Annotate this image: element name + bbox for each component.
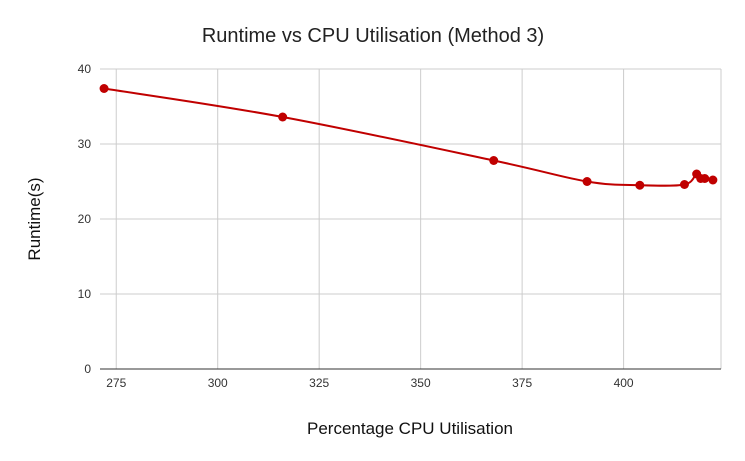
data-point — [582, 177, 592, 186]
x-tick-label: 325 — [309, 376, 329, 390]
x-tick-label: 375 — [512, 376, 532, 390]
tick-labels: 0 10 20 30 40 275 300 325 350 375 400 — [78, 62, 634, 390]
y-tick-label: 20 — [78, 212, 92, 226]
y-tick-label: 0 — [84, 362, 91, 376]
data-point — [278, 112, 288, 122]
y-tick-label: 40 — [78, 62, 92, 76]
x-tick-label: 350 — [411, 376, 431, 390]
x-tick-label: 275 — [106, 376, 126, 390]
x-axis-title: Percentage CPU Utilisation — [307, 419, 513, 438]
x-tick-label: 300 — [208, 376, 228, 390]
y-axis-title: Runtime(s) — [25, 177, 44, 260]
y-tick-label: 10 — [78, 287, 92, 301]
data-point — [489, 156, 499, 165]
data-point — [679, 180, 689, 189]
data-point — [708, 175, 718, 185]
data-point — [700, 174, 710, 183]
x-tick-label: 400 — [614, 376, 634, 390]
data-point — [99, 84, 109, 93]
chart-title: Runtime vs CPU Utilisation (Method 3) — [202, 25, 544, 47]
gridlines — [100, 68, 722, 369]
data-point — [635, 180, 645, 190]
y-tick-label: 30 — [78, 137, 92, 151]
series-line — [103, 87, 714, 187]
data-points — [99, 84, 718, 190]
